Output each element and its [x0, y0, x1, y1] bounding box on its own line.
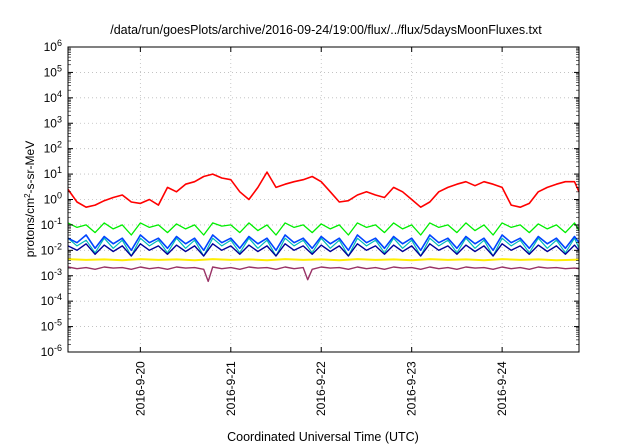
series-layer: [67, 171, 580, 283]
y-axis: 10-6 10-5 10-4 10-3 10-2 10-1 100 101 102 103 104 1…: [41, 38, 579, 359]
x-axis-label: Coordinated Universal Time (UTC): [227, 430, 419, 444]
y-tick-label: 105: [44, 63, 62, 79]
x-tick-label: 2016-9-20: [133, 361, 147, 416]
series-line: [67, 234, 580, 252]
x-tick-label: 2016-9-22: [314, 361, 328, 416]
series-line: [67, 222, 580, 236]
y-tick-label: 10-5: [41, 318, 62, 334]
x-tick-label: 2016-9-23: [405, 361, 419, 416]
y-axis-label: protons/cm2-s-sr-MeV: [23, 141, 38, 257]
grid: [68, 47, 579, 352]
y-tick-label: 101: [44, 165, 62, 181]
series-line: [67, 243, 580, 257]
series-line: [67, 258, 580, 262]
y-tick-label: 10-6: [41, 343, 62, 359]
x-tick-label: 2016-9-21: [224, 361, 238, 416]
y-tick-label: 106: [44, 38, 62, 54]
x-tick-label: 2016-9-24: [495, 361, 509, 416]
x-axis: 2016-9-20 2016-9-21 2016-9-22 2016-9-23 2016…: [133, 47, 509, 416]
series-line: [67, 266, 580, 283]
y-tick-label: 10-4: [41, 292, 62, 308]
series-line: [67, 171, 580, 208]
chart-title: /data/run/goesPlots/archive/2016-09-24/1…: [110, 23, 542, 37]
y-tick-label: 102: [44, 140, 62, 156]
y-tick-label: 103: [44, 114, 62, 130]
y-tick-label: 10-3: [41, 267, 62, 283]
y-tick-label: 10-2: [41, 241, 62, 257]
y-tick-label: 104: [44, 89, 62, 105]
y-tick-label: 10-1: [41, 216, 62, 232]
series-line: [67, 237, 580, 257]
y-tick-label: 100: [44, 191, 62, 207]
